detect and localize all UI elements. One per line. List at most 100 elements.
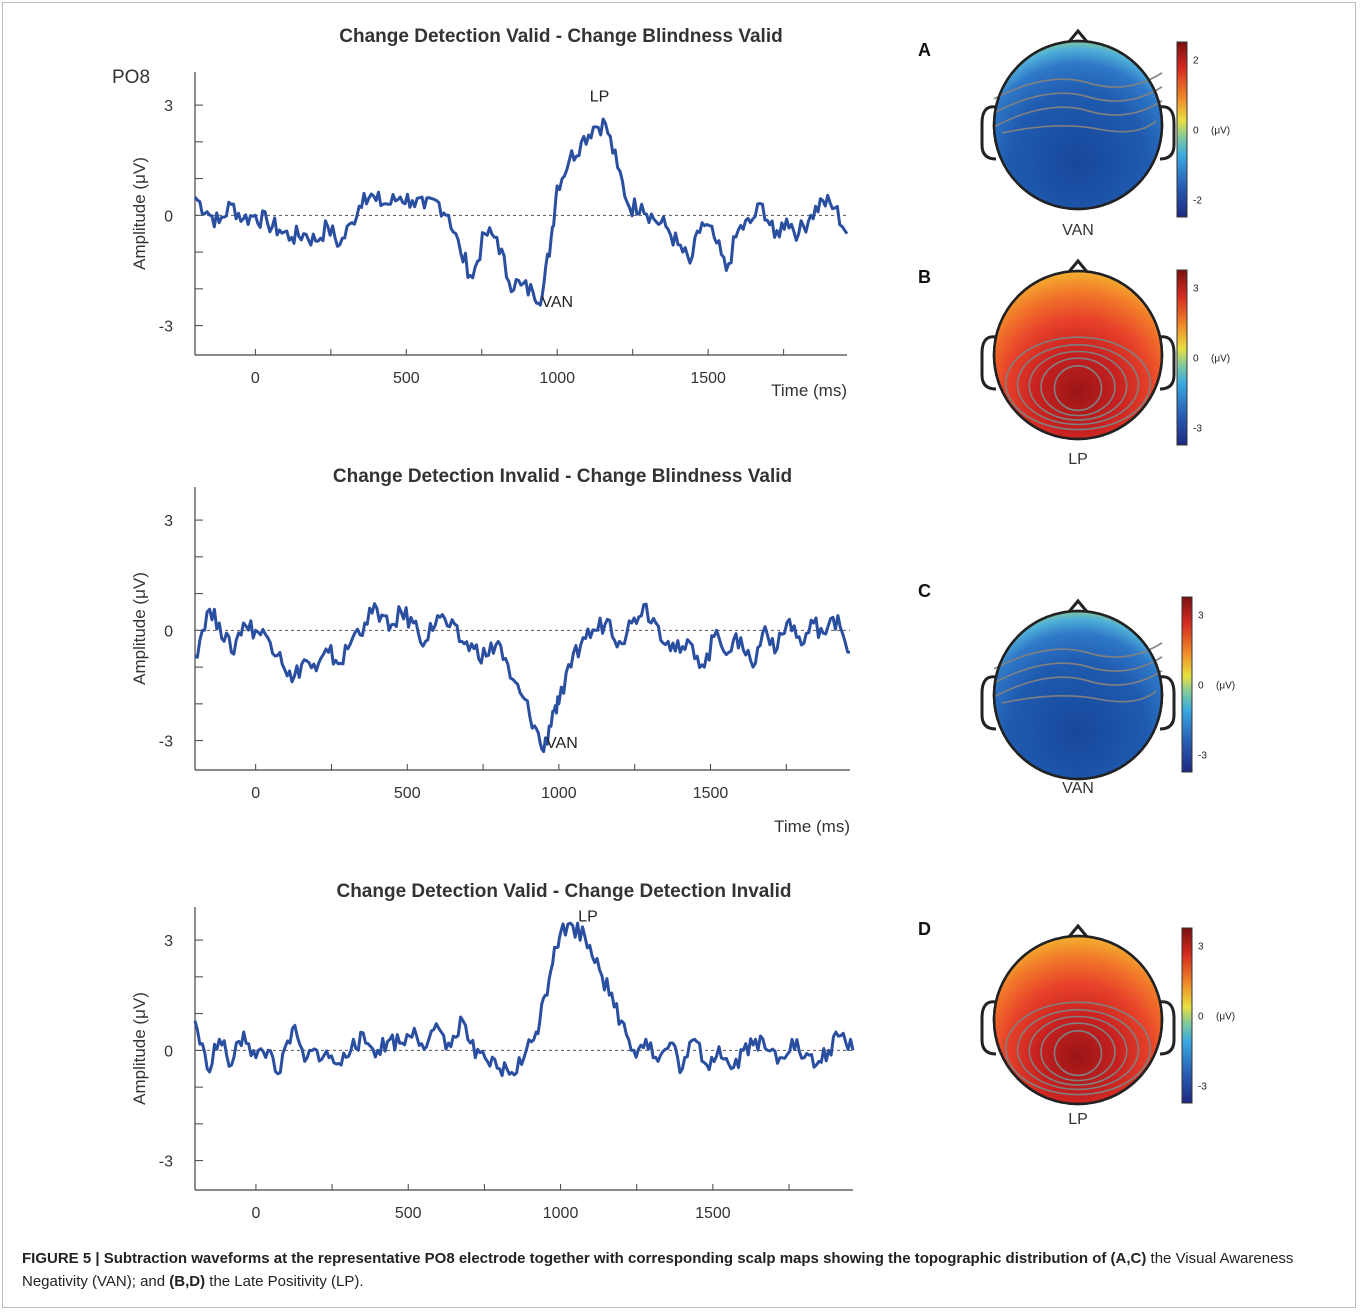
waveform-line [193,117,849,307]
y-tick-label: 0 [164,623,173,640]
colorbar-min-label: -3 [1198,751,1207,762]
waveform-panel-1: Change Detection Valid - Change Blindnes… [130,26,849,400]
caption-lead: FIGURE 5 | Subtraction waveforms at the … [22,1250,1107,1267]
x-axis-label: Time (ms) [771,381,847,400]
scalp-map-label: VAN [1062,780,1094,797]
peak-annotation: VAN [541,294,573,311]
contour-line [1001,690,1157,704]
x-tick-label: 500 [394,785,421,802]
x-tick-label: 1000 [539,370,575,387]
peak-annotation: LP [578,909,598,926]
colorbar-max-label: 3 [1198,611,1204,622]
left-ear [980,675,997,731]
peak-annotation: LP [590,88,610,105]
contour-line [1053,1030,1103,1077]
y-tick-label: 0 [164,1043,173,1060]
colorbar [1176,41,1188,218]
y-tick-label: -3 [159,1154,173,1171]
colorbar-max-label: 2 [1193,56,1199,67]
x-axis-label: Time (ms) [777,1237,853,1240]
contour-line [1004,1001,1152,1096]
x-tick-label: 500 [395,1205,422,1222]
contour-line [1040,357,1116,417]
contour-line [993,642,1163,670]
figure-caption: FIGURE 5 | Subtraction waveforms at the … [22,1247,1342,1293]
colorbar-unit: (μV) [1211,354,1230,365]
waveform-line [194,602,851,754]
contour-line [1040,1022,1116,1082]
colorbar-zero-label: 0 [1193,126,1199,137]
y-tick-label: -3 [159,319,173,336]
nose [1066,28,1090,44]
caption-bd: (B,D) [169,1273,206,1290]
head-outline [992,269,1164,441]
colorbar [1181,927,1193,1104]
y-tick-label: -3 [159,734,173,751]
caption-tail: the Late Positivity (LP). [209,1273,364,1290]
x-axis-label: Time (ms) [774,817,850,836]
y-axis-label: Amplitude (μV) [130,157,149,270]
x-tick-label: 0 [251,1205,260,1222]
contour-line [1028,1015,1128,1086]
right-ear [1159,335,1176,391]
colorbar-zero-label: 0 [1198,1012,1204,1023]
colorbar-max-label: 3 [1198,942,1204,953]
colorbar-unit: (μV) [1216,1012,1235,1023]
contour-line [993,656,1163,684]
chart-title: Change Detection Invalid - Change Blindn… [333,466,792,487]
scalp-map-b: B LP 3 0 -3 (μV) [918,258,1230,468]
waveform-panel-2: Change Detection Invalid - Change Blindn… [130,466,851,836]
contour-line [1001,120,1157,134]
contour-line [1053,365,1103,412]
scalp-map-label: LP [1068,451,1088,468]
head-outline [992,609,1164,781]
contour-line [993,72,1163,100]
panel-letter: B [918,267,931,287]
y-tick-label: 0 [164,208,173,225]
colorbar-min-label: -3 [1193,424,1202,435]
contour-line [1016,344,1140,426]
caption-ac: (A,C) [1110,1250,1147,1267]
contour-line [1028,350,1128,421]
left-ear [980,105,997,161]
y-tick-label: 3 [164,98,173,115]
figure-svg: PO8 Change Detection Valid - Change Blin… [112,26,1235,1240]
colorbar-min-label: -2 [1193,196,1202,207]
x-tick-label: 1000 [541,785,577,802]
contour-line [1016,1009,1140,1091]
x-tick-label: 1000 [543,1205,579,1222]
waveform-line [193,921,855,1078]
colorbar-min-label: -3 [1198,1082,1207,1093]
left-ear [980,335,997,391]
electrode-label: PO8 [112,67,150,88]
waveform-panel-3: Change Detection Valid - Change Detectio… [130,881,855,1240]
y-tick-label: 3 [164,933,173,950]
contour-line [1004,336,1152,431]
colorbar-max-label: 3 [1193,284,1199,295]
colorbar-zero-label: 0 [1193,354,1199,365]
contour-line [993,670,1163,698]
scalp-map-label: LP [1068,1111,1088,1128]
x-tick-label: 1500 [690,370,726,387]
colorbar-unit: (μV) [1216,681,1235,692]
right-ear [1159,1000,1176,1056]
y-tick-label: 3 [164,513,173,530]
right-ear [1159,675,1176,731]
scalp-map-c: C VAN 3 0 -3 (μV) [918,581,1235,797]
scalp-map-d: D LP 3 0 -3 (μV) [918,919,1235,1128]
contour-line [993,100,1163,128]
peak-annotation: VAN [546,735,578,752]
chart-title: Change Detection Valid - Change Blindnes… [339,26,782,47]
x-tick-label: 0 [251,370,260,387]
head-outline [992,934,1164,1106]
x-tick-label: 500 [393,370,420,387]
scalp-map-a: A VAN 2 0 -2 (μV) [918,28,1230,239]
nose [1066,923,1090,939]
caption-mid: the Visual Awareness Negativity (VAN); a… [22,1250,1294,1290]
head-outline [992,39,1164,211]
nose [1066,258,1090,274]
scalp-map-label: VAN [1062,222,1094,239]
left-ear [980,1000,997,1056]
y-axis-label: Amplitude (μV) [130,992,149,1105]
